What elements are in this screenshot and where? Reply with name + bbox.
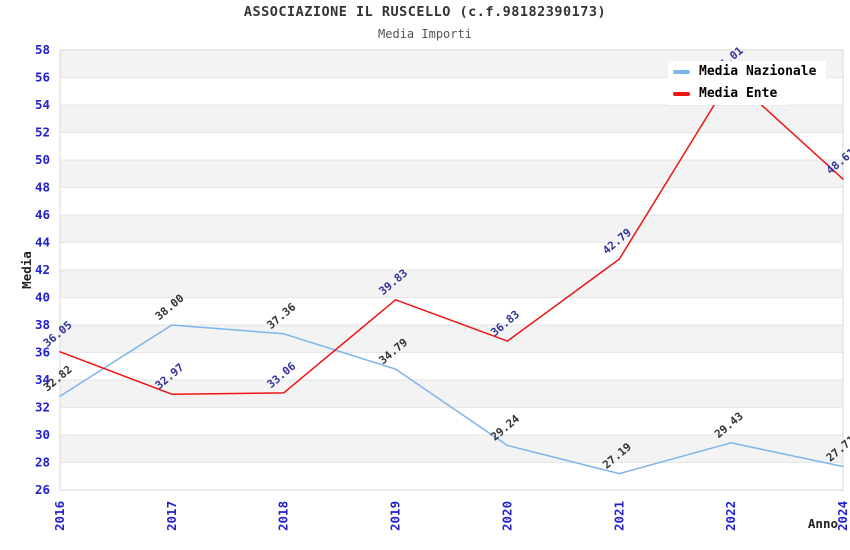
legend: Media Nazionale Media Ente [668, 61, 827, 105]
y-tick-label: 44 [35, 235, 50, 250]
y-axis-title: Media [19, 251, 34, 289]
x-tick-label-2018: 2018 [276, 501, 291, 531]
legend-label-media-nazionale: Media Nazionale [699, 64, 817, 79]
y-tick-label: 26 [35, 482, 50, 497]
y-tick-label: 50 [35, 152, 50, 167]
x-tick-label-2022: 2022 [723, 501, 738, 531]
y-tick-label: 34 [35, 372, 50, 387]
chart-subtitle: Media Importi [378, 27, 472, 41]
chart-title: ASSOCIAZIONE IL RUSCELLO (c.f.9818239017… [243, 4, 607, 20]
x-tick-label-2021: 2021 [611, 501, 626, 531]
y-tick-label: 58 [35, 42, 50, 57]
plot-border [59, 49, 844, 491]
x-axis-tick-labels: 2016 2017 2018 2019 2020 2021 2022 2024 [52, 501, 850, 531]
series-line-media-nazionale [59, 324, 844, 475]
y-axis-tick-labels: 26 28 30 32 34 36 38 40 42 44 46 48 50 52 54 56 58 [35, 42, 50, 497]
y-tick-label: 52 [35, 125, 50, 140]
x-axis-title: Anno [808, 516, 838, 531]
y-tick-label: 48 [35, 180, 50, 195]
y-tick-label: 32 [35, 400, 50, 415]
y-tick-label: 30 [35, 427, 50, 442]
y-tick-label: 28 [35, 455, 50, 470]
legend-item-media-nazionale[interactable]: Media Nazionale [668, 61, 827, 83]
x-tick-label-2019: 2019 [388, 501, 403, 531]
y-tick-label: 46 [35, 207, 50, 222]
series-swatch-media-ente [673, 92, 690, 96]
series-swatch-media-nazionale [673, 70, 690, 74]
y-tick-label: 56 [35, 70, 50, 85]
series-line-media-ente [59, 76, 844, 395]
y-tick-label: 40 [35, 290, 50, 305]
y-tick-label: 54 [35, 97, 50, 112]
x-tick-label-2016: 2016 [52, 501, 67, 531]
legend-item-media-ente[interactable]: Media Ente [668, 83, 788, 105]
x-tick-label-2020: 2020 [499, 501, 514, 531]
y-tick-label: 36 [35, 345, 50, 360]
legend-label-media-ente: Media Ente [699, 86, 778, 101]
x-tick-label-2024: 2024 [835, 501, 850, 531]
y-tick-label: 42 [35, 262, 50, 277]
y-tick-label: 38 [35, 317, 50, 332]
x-tick-label-2017: 2017 [164, 501, 179, 531]
grid-bands [60, 50, 843, 463]
